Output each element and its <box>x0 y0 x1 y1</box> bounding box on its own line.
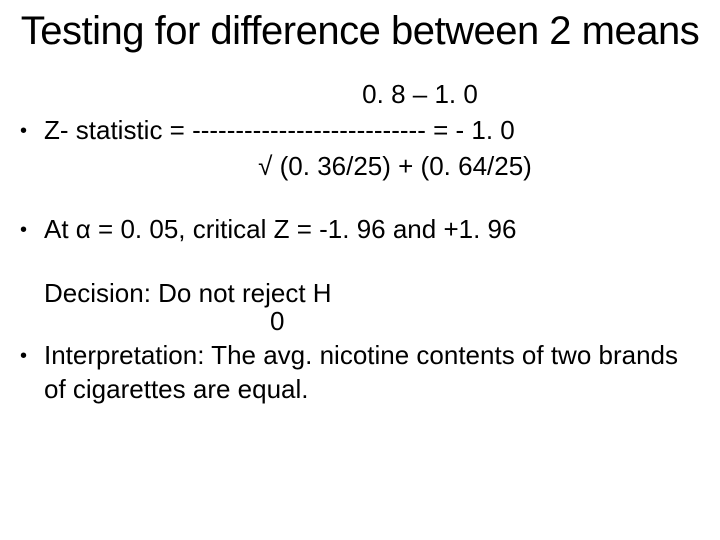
z-statistic-text: Z- statistic = -------------------------… <box>44 114 700 148</box>
slide-title: Testing for difference between 2 means <box>20 8 700 54</box>
slide-content: 0. 8 – 1. 0 • Z- statistic = -----------… <box>20 78 700 406</box>
bullet-icon: • <box>20 213 44 243</box>
alpha-bullet: • At α = 0. 05, critical Z = -1. 96 and … <box>20 213 700 247</box>
interpretation-bullet: • Interpretation: The avg. nicotine cont… <box>20 339 700 407</box>
z-statistic-bullet: • Z- statistic = -----------------------… <box>20 114 700 148</box>
alpha-text: At α = 0. 05, critical Z = -1. 96 and +1… <box>44 213 700 247</box>
bullet-icon: • <box>20 114 44 144</box>
formula-denominator: √ (0. 36/25) + (0. 64/25) <box>20 150 700 184</box>
formula-numerator: 0. 8 – 1. 0 <box>20 78 700 112</box>
interpretation-text: Interpretation: The avg. nicotine conten… <box>44 339 700 407</box>
bullet-icon: • <box>20 339 44 369</box>
